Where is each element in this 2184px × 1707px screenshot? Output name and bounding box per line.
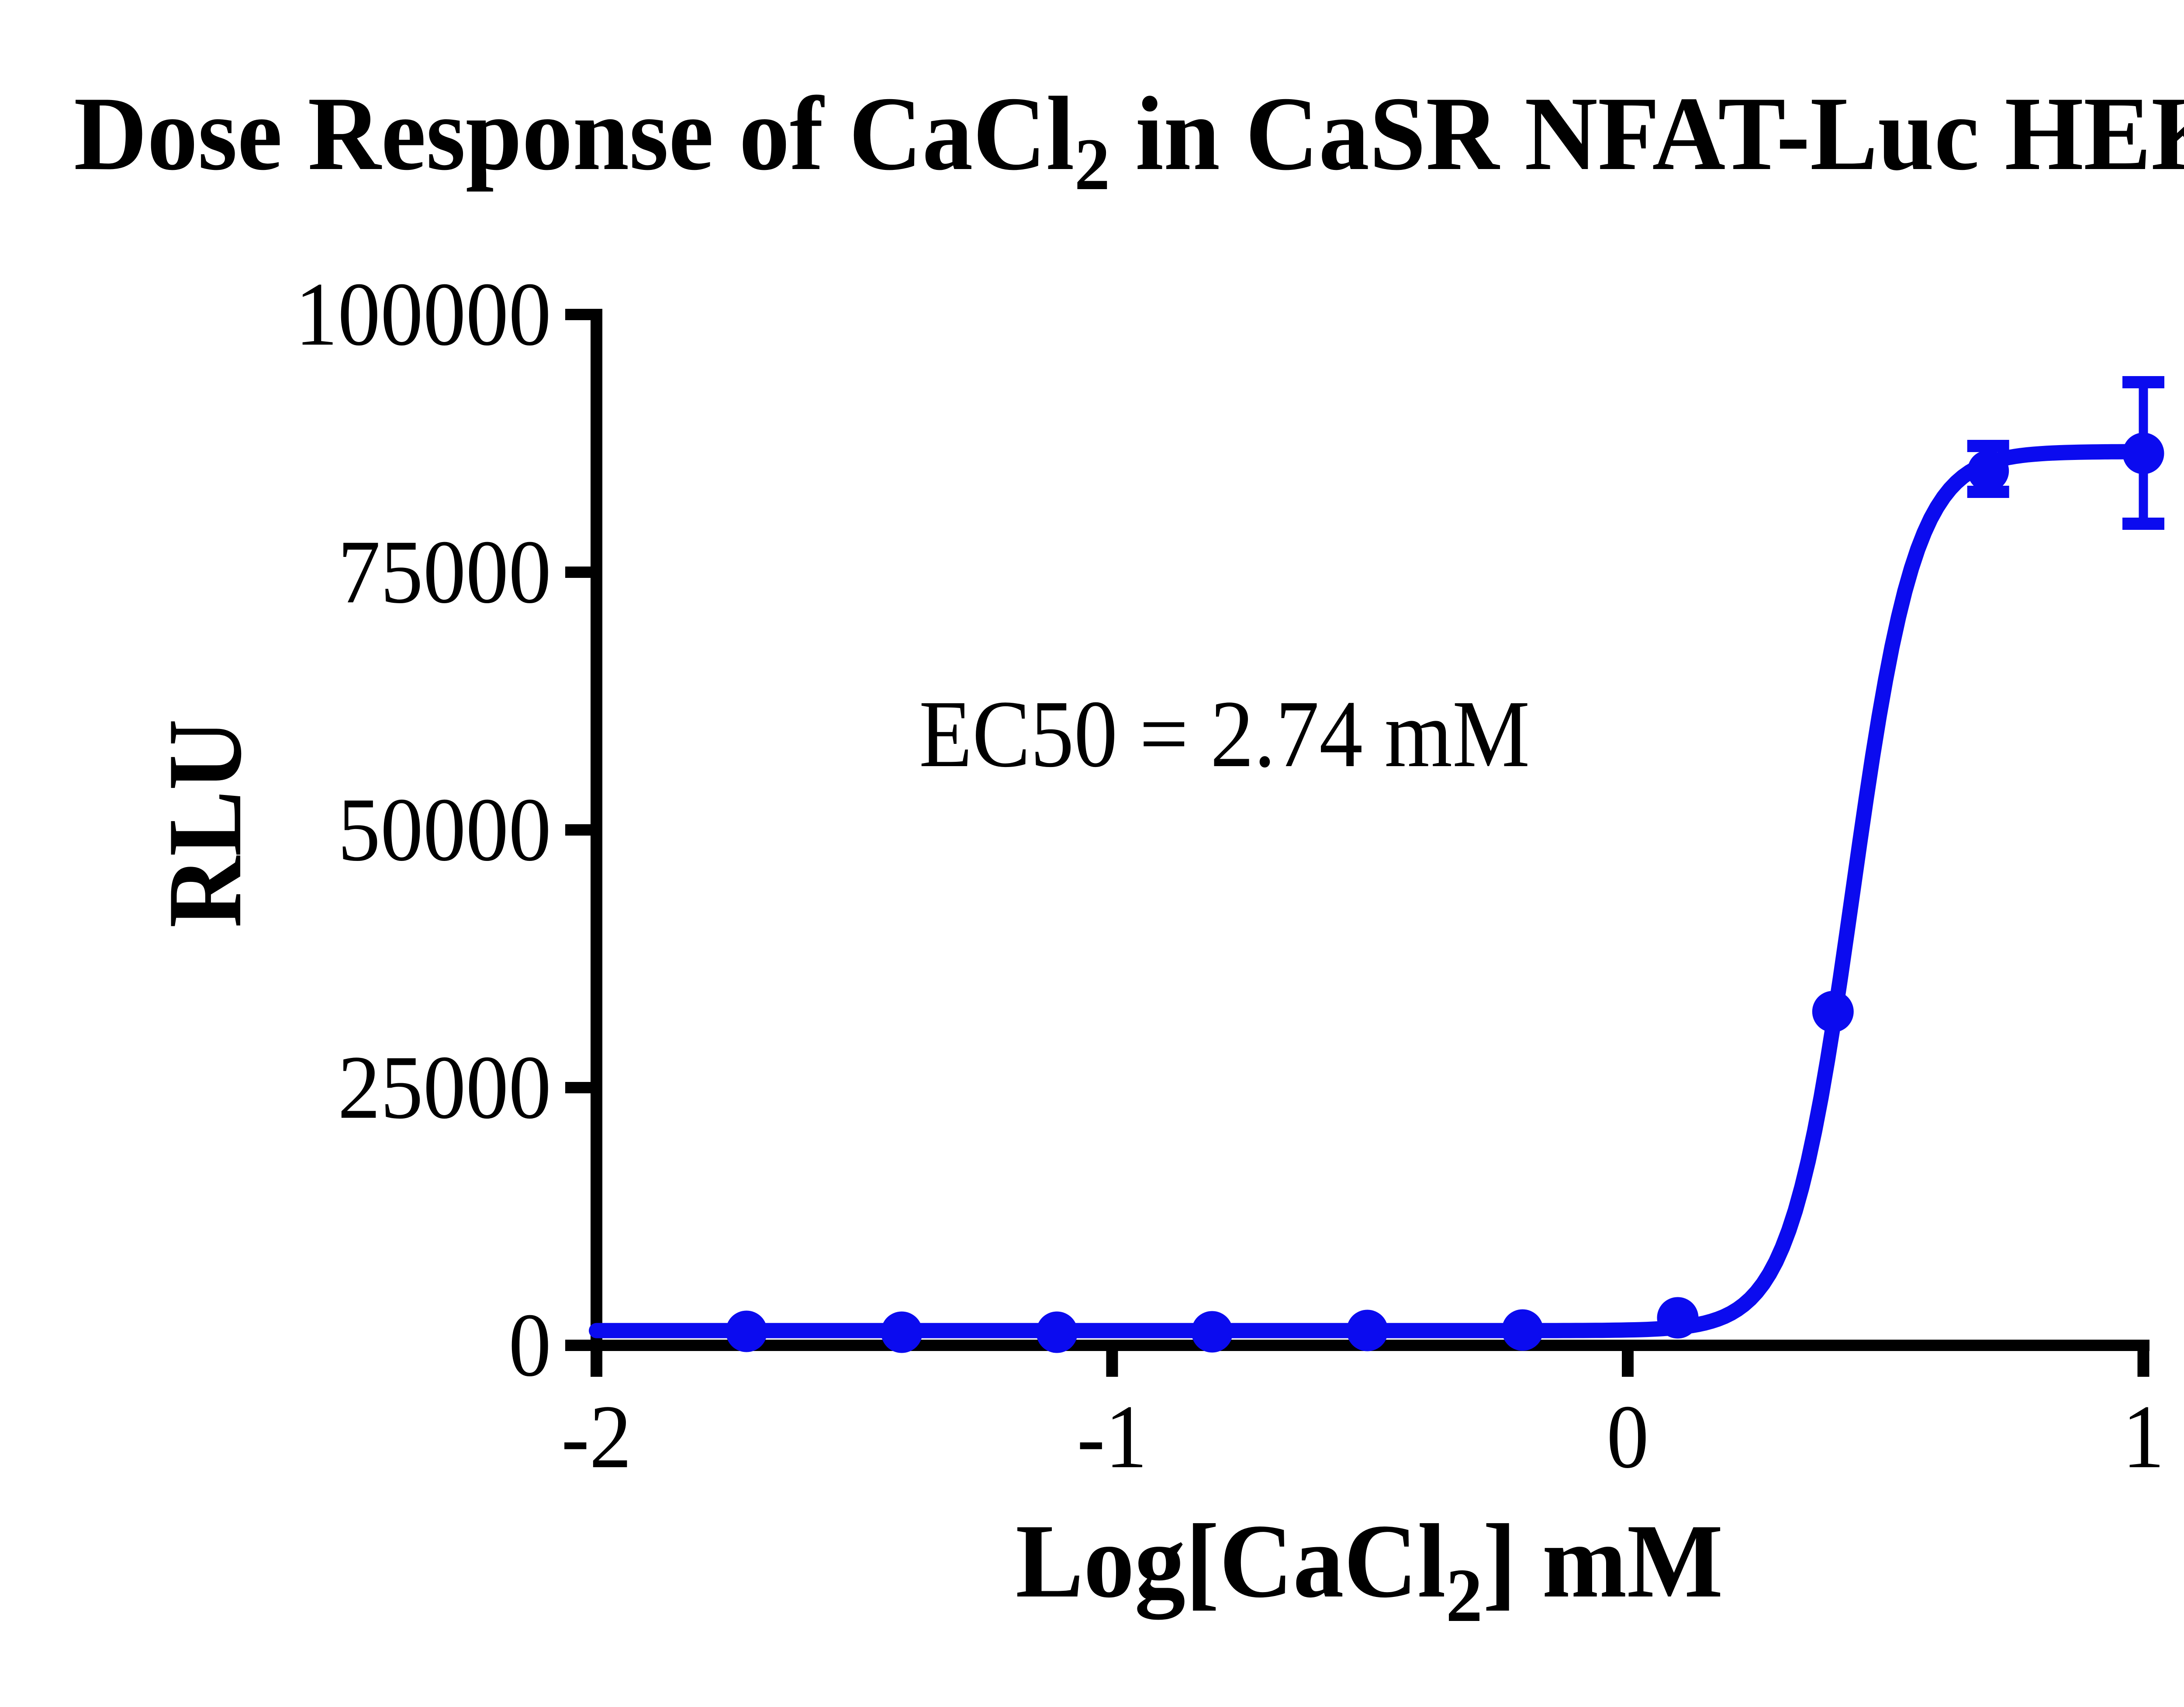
svg-text:1: 1 bbox=[2122, 1387, 2165, 1487]
svg-text:EC50 = 2.74 mM: EC50 = 2.74 mM bbox=[919, 681, 1530, 787]
svg-text:-2: -2 bbox=[561, 1387, 632, 1487]
svg-text:50000: 50000 bbox=[338, 779, 551, 880]
svg-text:Dose Response of CaCl2 in CaSR: Dose Response of CaCl2 in CaSR NFAT-Luc … bbox=[74, 66, 2184, 206]
svg-text:0: 0 bbox=[508, 1295, 551, 1396]
svg-text:RLU: RLU bbox=[146, 719, 263, 928]
svg-text:75000: 75000 bbox=[338, 522, 551, 622]
svg-text:-1: -1 bbox=[1077, 1387, 1147, 1487]
svg-text:100000: 100000 bbox=[295, 264, 551, 365]
svg-text:0: 0 bbox=[1607, 1387, 1649, 1487]
svg-text:Log[CaCl2] mM: Log[CaCl2] mM bbox=[1016, 1503, 1723, 1638]
svg-text:25000: 25000 bbox=[338, 1037, 551, 1138]
